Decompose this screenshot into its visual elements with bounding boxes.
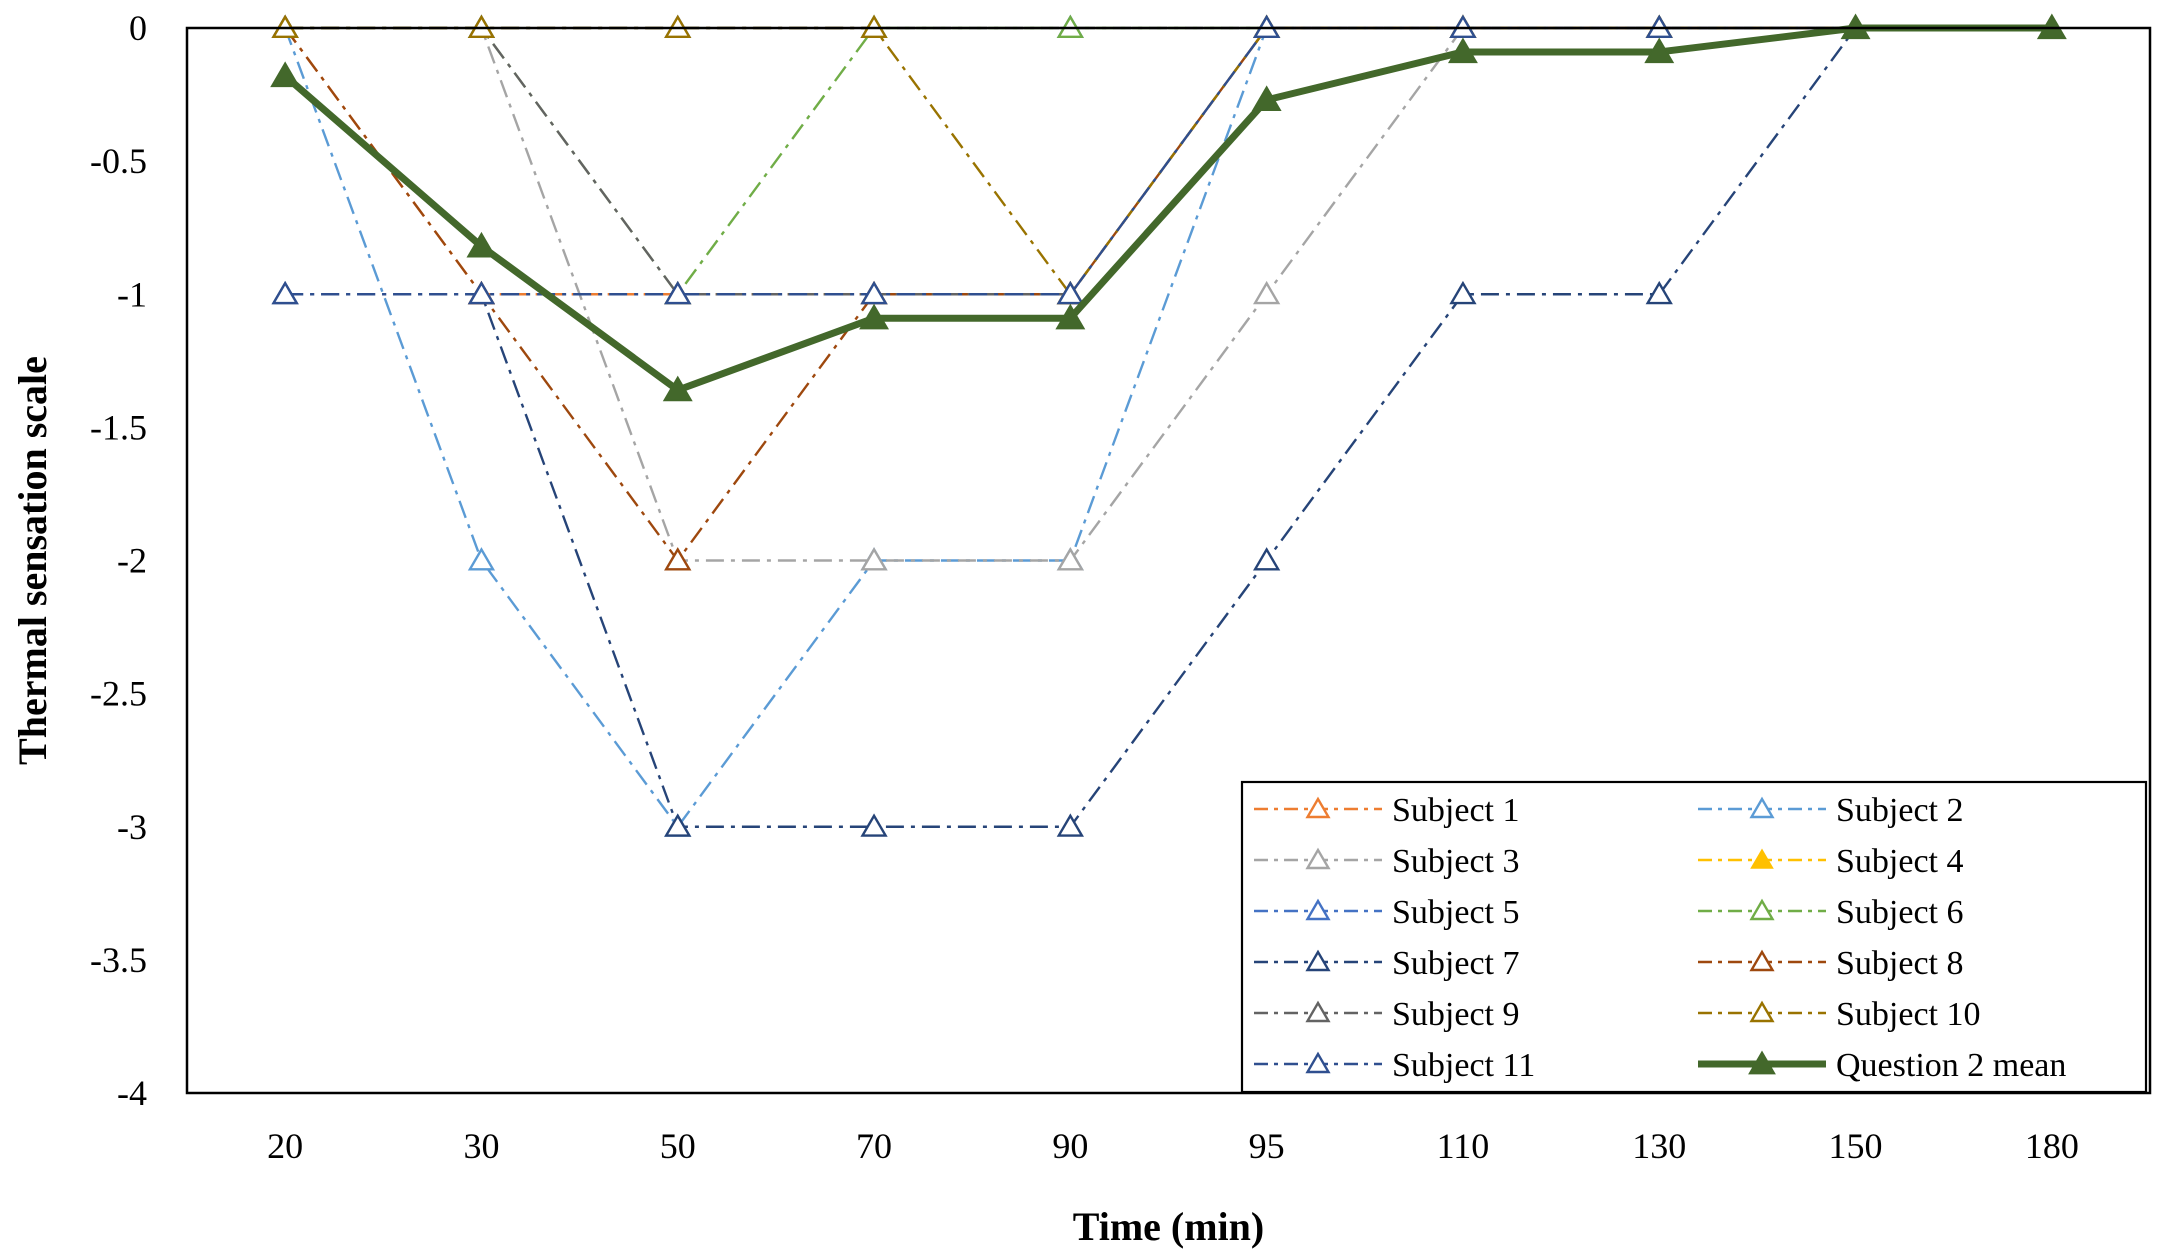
- data-point-subject-11: [467, 280, 496, 305]
- data-point-legend-subject-9: [1305, 1000, 1331, 1023]
- y-tick-label: -3.5: [90, 940, 147, 980]
- series-line-subject-7: [285, 26, 2052, 828]
- data-point-legend-subject-10: [1749, 1000, 1775, 1023]
- data-point-subject-11: [271, 280, 299, 305]
- y-tick-label: 0: [129, 8, 147, 48]
- legend-label: Subject 6: [1836, 894, 1963, 931]
- data-point-legend-subject-6: [1749, 898, 1775, 921]
- legend-label: Subject 2: [1836, 792, 1963, 829]
- data-point-legend-subject-11: [1305, 1051, 1331, 1074]
- series-line-subject-11: [285, 26, 2052, 296]
- data-point-question-2-mean: [1840, 13, 1871, 40]
- legend-label: Subject 9: [1392, 996, 1519, 1033]
- legend-label: Question 2 mean: [1836, 1047, 2066, 1084]
- x-tick-label: 95: [1249, 1126, 1285, 1166]
- x-tick-label: 110: [1437, 1126, 1490, 1166]
- data-point-question-2-mean: [270, 61, 301, 88]
- x-tick-label: 30: [463, 1126, 499, 1166]
- data-point-legend-subject-8: [1749, 949, 1775, 972]
- series-question-2-mean: [270, 13, 2067, 402]
- data-point-question-2-mean: [662, 375, 693, 402]
- data-point-question-2-mean: [1644, 37, 1675, 64]
- legend-item-subject-11: Subject 11: [1254, 1047, 1535, 1084]
- series-line-question-2-mean: [282, 24, 2052, 394]
- data-point-legend-subject-5: [1305, 898, 1331, 921]
- data-point-question-2-mean: [1055, 303, 1086, 330]
- data-point-question-2-mean: [2036, 13, 2067, 40]
- x-tick-label: 20: [267, 1126, 303, 1166]
- data-point-question-2-mean: [1447, 37, 1478, 64]
- data-point-subject-11: [860, 280, 888, 305]
- series-line-subject-8: [284, 26, 2052, 562]
- legend-item-question-2-mean: Question 2 mean: [1698, 1047, 2066, 1084]
- legend-item-subject-7: Subject 7: [1254, 945, 1519, 982]
- data-point-subject-7: [1253, 547, 1281, 571]
- data-point-legend-question-2-mean: [1748, 1050, 1776, 1075]
- y-tick-label: -1: [117, 274, 147, 314]
- legend-item-subject-6: Subject 6: [1698, 894, 1963, 931]
- legend-label: Subject 11: [1392, 1047, 1535, 1084]
- x-axis-ticks: 20 30 50 70 90 95 110 130 150 180: [267, 1126, 2079, 1166]
- data-point-subject-3: [860, 547, 888, 571]
- series-line-subject-2: [284, 26, 2052, 828]
- x-axis-title: Time (min): [1073, 1204, 1264, 1249]
- data-point-legend-subject-2: [1749, 796, 1775, 819]
- x-tick-label: 50: [660, 1126, 696, 1166]
- data-point-subject-3: [1253, 280, 1281, 305]
- legend-label: Subject 5: [1392, 894, 1519, 931]
- y-tick-label: -2: [117, 541, 147, 581]
- legend-item-subject-9: Subject 9: [1254, 996, 1519, 1033]
- y-axis-title: Thermal sensation scale: [10, 356, 55, 765]
- legend-item-subject-5: Subject 5: [1254, 894, 1519, 931]
- data-point-subject-7: [1056, 813, 1084, 837]
- legend-label: Subject 10: [1836, 996, 1980, 1033]
- y-tick-label: -2.5: [90, 674, 147, 714]
- legend-item-subject-8: Subject 8: [1698, 945, 1963, 982]
- legend-item-subject-1: Subject 1: [1254, 792, 1519, 829]
- x-tick-label: 180: [2025, 1126, 2079, 1166]
- legend: Subject 1 Subject 2 Subject 3 Subject 4 Subj…: [1240, 780, 2148, 1094]
- y-tick-label: -0.5: [90, 141, 147, 181]
- legend-item-subject-2: Subject 2: [1698, 792, 1963, 829]
- data-point-question-2-mean: [859, 303, 890, 330]
- data-point-subject-3: [1056, 547, 1084, 571]
- x-tick-label: 130: [1632, 1126, 1686, 1166]
- data-point-subject-11: [1056, 280, 1084, 305]
- y-axis-ticks: 0 -0.5 -1 -1.5 -2 -2.5 -3 -3.5 -4: [90, 8, 147, 1113]
- data-point-subject-7: [1449, 280, 1477, 305]
- legend-label: Subject 4: [1836, 843, 1963, 880]
- data-point-question-2-mean: [466, 231, 497, 258]
- data-point-subject-7: [860, 813, 888, 837]
- data-point-legend-subject-4: [1750, 848, 1774, 869]
- data-point-subject-2: [467, 547, 496, 571]
- y-tick-label: -3: [117, 807, 147, 847]
- data-point-subject-7: [1645, 280, 1673, 305]
- legend-item-subject-10: Subject 10: [1698, 996, 1980, 1033]
- data-point-legend-subject-3: [1305, 847, 1331, 870]
- legend-label: Subject 3: [1392, 843, 1519, 880]
- y-tick-label: -1.5: [90, 407, 147, 447]
- data-point-legend-subject-1: [1305, 796, 1331, 819]
- data-point-legend-subject-7: [1305, 949, 1331, 972]
- legend-item-subject-4: Subject 4: [1698, 843, 1963, 880]
- x-tick-label: 70: [856, 1126, 892, 1166]
- legend-label: Subject 8: [1836, 945, 1963, 982]
- data-point-question-2-mean: [1251, 85, 1282, 112]
- legend-item-subject-3: Subject 3: [1254, 843, 1519, 880]
- legend-label: Subject 1: [1392, 792, 1519, 829]
- y-tick-label: -4: [117, 1073, 147, 1113]
- plot-area-frame: [185, 26, 2152, 1095]
- legend-label: Subject 7: [1392, 945, 1519, 982]
- data-point-subject-8: [664, 547, 692, 571]
- x-tick-label: 90: [1052, 1126, 1088, 1166]
- x-tick-label: 150: [1829, 1126, 1883, 1166]
- data-point-subject-7: [664, 813, 692, 837]
- legend-box: [1240, 780, 2148, 1094]
- data-point-subject-11: [664, 280, 692, 305]
